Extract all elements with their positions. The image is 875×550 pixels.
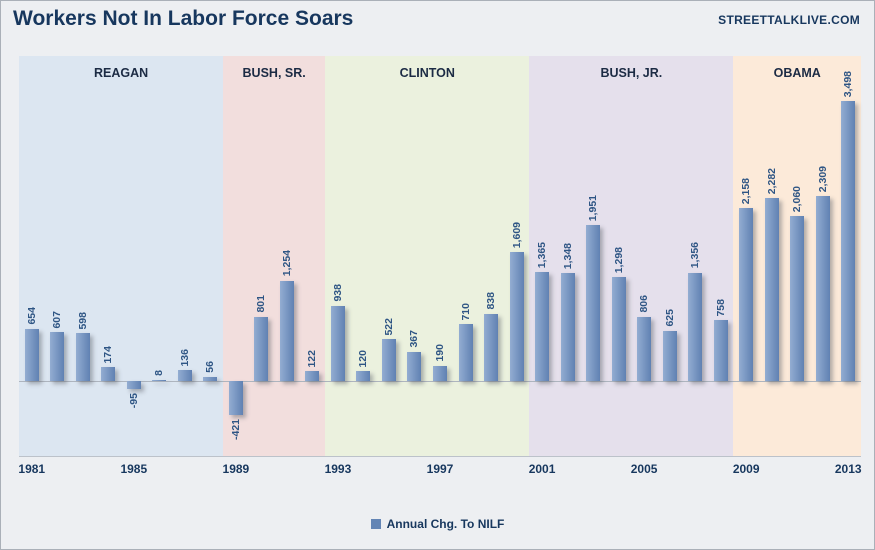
bar-value-label: 174: [102, 345, 115, 364]
bar-value-label: 2,309: [816, 166, 829, 193]
bar: [535, 271, 550, 381]
bar-value-label: 2,060: [791, 185, 804, 213]
bar-value-label: 1,298: [612, 246, 625, 274]
bar-value-label: 801: [255, 295, 268, 313]
bar: [152, 380, 167, 381]
bar: [509, 252, 524, 381]
bar: [713, 320, 728, 381]
x-tick-label: 1997: [426, 462, 454, 476]
bar-value-label: 806: [638, 295, 651, 313]
x-tick-label: 1981: [18, 462, 46, 476]
bar: [177, 370, 192, 381]
bar: [50, 332, 65, 381]
bar-value-label: 598: [76, 311, 89, 330]
bar-value-label: -95: [127, 392, 140, 408]
bar-value-label: 56: [204, 360, 217, 373]
bar: [433, 365, 447, 381]
bar: [75, 333, 90, 381]
bar-value-label: 1,356: [689, 242, 702, 269]
bar-value-label: 3,498: [842, 70, 855, 98]
bar: [688, 272, 703, 381]
page-title: Workers Not In Labor Force Soars: [13, 7, 354, 30]
zero-axis-line: [19, 381, 861, 382]
bar-value-label: 654: [25, 307, 38, 325]
bar: [662, 331, 677, 381]
x-tick-label: 2001: [528, 462, 556, 476]
bar-value-label: 2,282: [765, 168, 778, 195]
legend: Annual Chg. To NILF: [1, 517, 874, 531]
bar: [203, 376, 218, 381]
legend-swatch: [370, 519, 381, 529]
bar-value-label: 1,254: [280, 250, 293, 277]
bar: [407, 351, 422, 381]
bar: [126, 381, 141, 389]
era-label: REAGAN: [93, 66, 149, 80]
bar-value-label: 1,609: [510, 222, 523, 249]
era-band-bush-jr-: BUSH, JR.: [529, 56, 734, 456]
bar: [228, 381, 243, 415]
era-band-reagan: REAGAN: [19, 56, 224, 456]
bar: [279, 280, 294, 381]
bar-value-label: 120: [357, 349, 370, 368]
bar-value-label: 122: [306, 349, 319, 368]
bar-value-label: 2,158: [740, 178, 753, 205]
bar: [305, 371, 320, 381]
x-tick-label: 1985: [120, 462, 148, 476]
bar: [254, 316, 269, 381]
bar-value-label: -421: [229, 418, 242, 440]
x-tick-label: 2013: [834, 462, 862, 476]
bar-chart: OBAMA BUSH, JR. CLINTON BUSH, SR. REAGAN 654…: [19, 56, 861, 457]
era-label: OBAMA: [773, 66, 821, 80]
bar-value-label: 838: [485, 292, 498, 310]
bar: [356, 371, 371, 381]
bar-value-label: 1,365: [536, 241, 549, 268]
bar-value-label: 758: [714, 298, 727, 317]
era-label: BUSH, JR.: [600, 66, 663, 80]
x-tick-label: 2009: [732, 462, 760, 476]
bar-value-label: 367: [408, 330, 421, 348]
bar-value-label: 710: [459, 302, 472, 321]
bar: [611, 277, 626, 381]
bar: [790, 216, 805, 381]
era-band-clinton: CLINTON: [325, 56, 530, 456]
x-axis: 1981 1985 1989 1993 1997 2001 2005 2009 2013: [18, 462, 862, 480]
bar-value-label: 8: [153, 370, 166, 376]
bar: [637, 316, 652, 381]
era-label: BUSH, SR.: [242, 66, 306, 80]
bar: [101, 367, 116, 381]
bar: [458, 324, 473, 381]
bar: [739, 208, 754, 381]
bar: [560, 273, 575, 381]
bar: [815, 196, 830, 381]
bar-value-label: 522: [382, 317, 395, 336]
bar: [586, 224, 601, 381]
bar-value-label: 938: [331, 284, 344, 302]
bar: [764, 198, 779, 381]
x-tick-label: 1993: [324, 462, 352, 476]
bar: [841, 101, 856, 381]
bar-value-label: 1,951: [587, 194, 600, 221]
bar: [381, 339, 396, 381]
bar-value-label: 136: [178, 348, 191, 367]
bar: [484, 313, 499, 381]
bar: [330, 305, 345, 381]
legend-label: Annual Chg. To NILF: [386, 517, 505, 531]
bar: [24, 328, 39, 381]
era-label: CLINTON: [399, 66, 455, 80]
bar-value-label: 190: [434, 344, 446, 362]
x-tick-label: 1989: [222, 462, 250, 476]
bar-value-label: 607: [51, 310, 64, 329]
watermark: STREETTALKLIVE.COM: [718, 13, 860, 27]
x-tick-label: 2005: [630, 462, 658, 476]
bar-value-label: 1,348: [561, 242, 574, 270]
bar-value-label: 625: [663, 309, 676, 327]
